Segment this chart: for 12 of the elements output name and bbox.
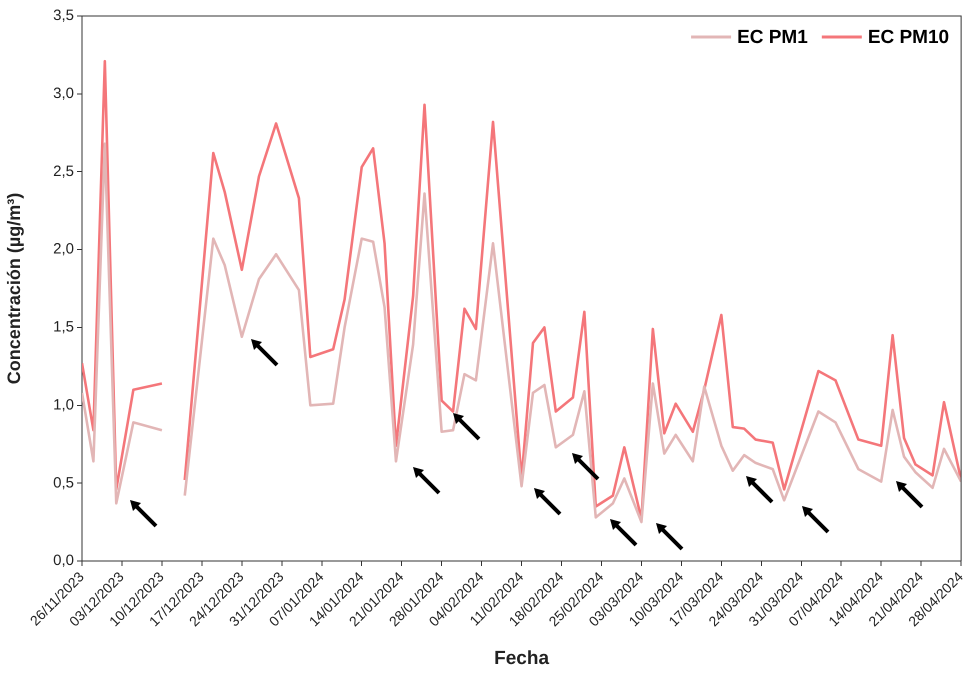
y-tick-label: 3,0 <box>53 85 74 102</box>
y-tick-label: 2,5 <box>53 162 74 180</box>
y-tick-label: 0,5 <box>53 474 74 492</box>
y-tick-label: 1,5 <box>53 318 74 336</box>
y-axis-title: Concentración (µg/m³) <box>4 192 24 384</box>
y-tick-label: 3,5 <box>53 7 74 24</box>
y-tick-label: 0,0 <box>53 552 74 570</box>
y-tick-label: 1,0 <box>53 396 74 414</box>
x-axis-title: Fecha <box>494 648 550 669</box>
legend-label: EC PM10 <box>868 27 950 48</box>
legend-label: EC PM1 <box>737 27 808 48</box>
y-tick-label: 2,0 <box>53 240 74 258</box>
